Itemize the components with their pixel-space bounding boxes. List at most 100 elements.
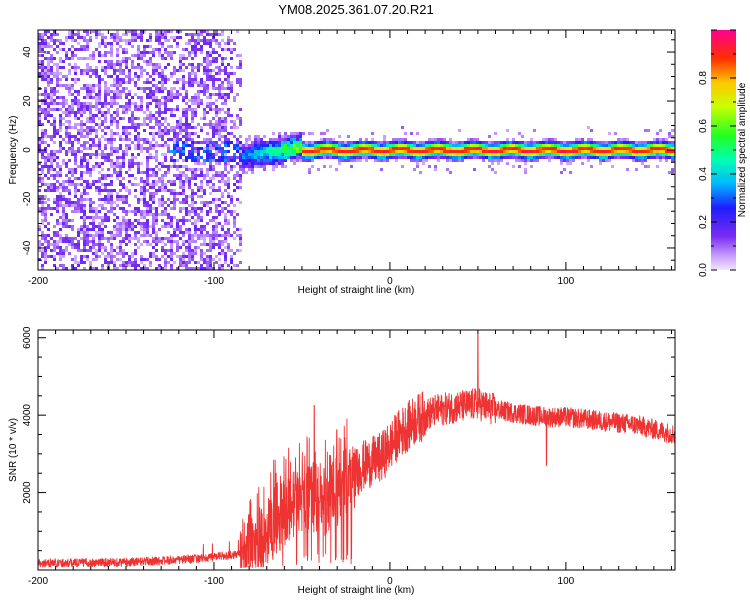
spectrogram-cell — [41, 93, 44, 96]
spectrogram-cell — [551, 150, 554, 153]
spectrogram-cell — [116, 258, 119, 261]
spectrogram-cell — [356, 156, 359, 159]
spectrogram-cell — [83, 69, 86, 72]
spectrogram-cell — [203, 261, 206, 264]
spectrogram-cell — [155, 207, 158, 210]
spectrogram-cell — [671, 141, 674, 144]
spectrogram-cell — [185, 198, 188, 201]
spectrogram-cell — [371, 132, 374, 135]
spectrogram-cell — [323, 132, 326, 135]
spectrogram-cell — [176, 105, 179, 108]
colorbar-gradient — [711, 30, 736, 270]
spectrogram-cell — [647, 144, 650, 147]
spectrogram-cell — [89, 84, 92, 87]
spectrogram-cell — [161, 78, 164, 81]
spectrogram-cell — [353, 153, 356, 156]
spectrogram-cell — [227, 219, 230, 222]
spectrogram-cell — [236, 126, 239, 129]
spectrogram-cell — [191, 66, 194, 69]
spectrogram-cell — [281, 159, 284, 162]
spectrogram-cell — [443, 150, 446, 153]
spectrogram-cell — [260, 162, 263, 165]
spectrogram-cell — [188, 237, 191, 240]
spectrogram-cell — [41, 153, 44, 156]
spectrogram-cell — [218, 174, 221, 177]
spectrogram-cell — [374, 159, 377, 162]
spectrogram-cell — [200, 264, 203, 267]
spectrogram-cell — [347, 159, 350, 162]
spectrogram-cell — [497, 147, 500, 150]
spectrogram-cell — [224, 189, 227, 192]
spectrogram-cell — [143, 216, 146, 219]
spectrogram-cell — [188, 138, 191, 141]
spectrogram-cell — [191, 255, 194, 258]
spectrogram-cell — [287, 156, 290, 159]
spectrogram-cell — [662, 153, 665, 156]
spectrogram-cell — [491, 156, 494, 159]
spectrogram-cell — [332, 156, 335, 159]
spectrogram-cell — [59, 108, 62, 111]
spectrogram-cell — [152, 96, 155, 99]
spectrogram-cell — [557, 141, 560, 144]
spectrogram-cell — [503, 153, 506, 156]
spectrogram-cell — [179, 123, 182, 126]
spectrogram-cell — [203, 30, 206, 33]
spectrogram-cell — [506, 150, 509, 153]
spectrogram-cell — [224, 102, 227, 105]
spectrogram-cell — [155, 183, 158, 186]
spectrogram-cell — [326, 156, 329, 159]
spectrogram-cell — [203, 117, 206, 120]
spectrogram-cell — [218, 267, 221, 270]
spectrogram-cell — [86, 57, 89, 60]
spectrogram-cell — [134, 102, 137, 105]
spectrogram-cell — [305, 147, 308, 150]
spectrogram-cell — [164, 225, 167, 228]
spectrogram-cell — [206, 78, 209, 81]
spectrogram-cell — [155, 156, 158, 159]
spectrogram-cell — [635, 156, 638, 159]
spectrogram-cell — [83, 36, 86, 39]
spectrogram-cell — [212, 51, 215, 54]
spectrogram-cell — [212, 246, 215, 249]
spectrogram-cell — [422, 150, 425, 153]
spectrogram-cell — [158, 213, 161, 216]
spectrogram-cell — [53, 231, 56, 234]
spectrogram-cell — [227, 108, 230, 111]
spectrogram-cell — [251, 162, 254, 165]
spectrogram-cell — [182, 192, 185, 195]
spectrogram-cell — [215, 111, 218, 114]
spectrogram-cell — [269, 138, 272, 141]
spectrogram-cell — [218, 93, 221, 96]
spectrogram-cell — [482, 153, 485, 156]
spectrogram-cell — [179, 177, 182, 180]
spectrogram-cell — [125, 33, 128, 36]
spectrogram-cell — [335, 156, 338, 159]
spectrogram-cell — [398, 150, 401, 153]
y-tick-label: -40 — [22, 240, 33, 255]
spectrogram-cell — [47, 186, 50, 189]
spectrogram-cell — [494, 159, 497, 162]
spectrogram-cell — [116, 171, 119, 174]
spectrogram-cell — [260, 165, 263, 168]
spectrogram-cell — [605, 150, 608, 153]
spectrogram-cell — [554, 141, 557, 144]
spectrogram-cell — [206, 153, 209, 156]
spectrogram-cell — [170, 243, 173, 246]
spectrogram-cell — [359, 150, 362, 153]
spectrogram-cell — [200, 201, 203, 204]
spectrogram-cell — [59, 120, 62, 123]
spectrogram-cell — [146, 180, 149, 183]
spectrogram-cell — [98, 108, 101, 111]
spectrogram-cell — [656, 150, 659, 153]
spectrogram-cell — [50, 243, 53, 246]
spectrogram-cell — [110, 189, 113, 192]
spectrogram-cell — [107, 255, 110, 258]
spectrogram-cell — [77, 48, 80, 51]
spectrogram-cell — [176, 42, 179, 45]
spectrogram-cell — [194, 240, 197, 243]
spectrogram-cell — [158, 81, 161, 84]
spectrogram-cell — [137, 222, 140, 225]
spectrogram-cell — [50, 165, 53, 168]
spectrogram-cell — [167, 39, 170, 42]
spectrogram-cell — [419, 156, 422, 159]
